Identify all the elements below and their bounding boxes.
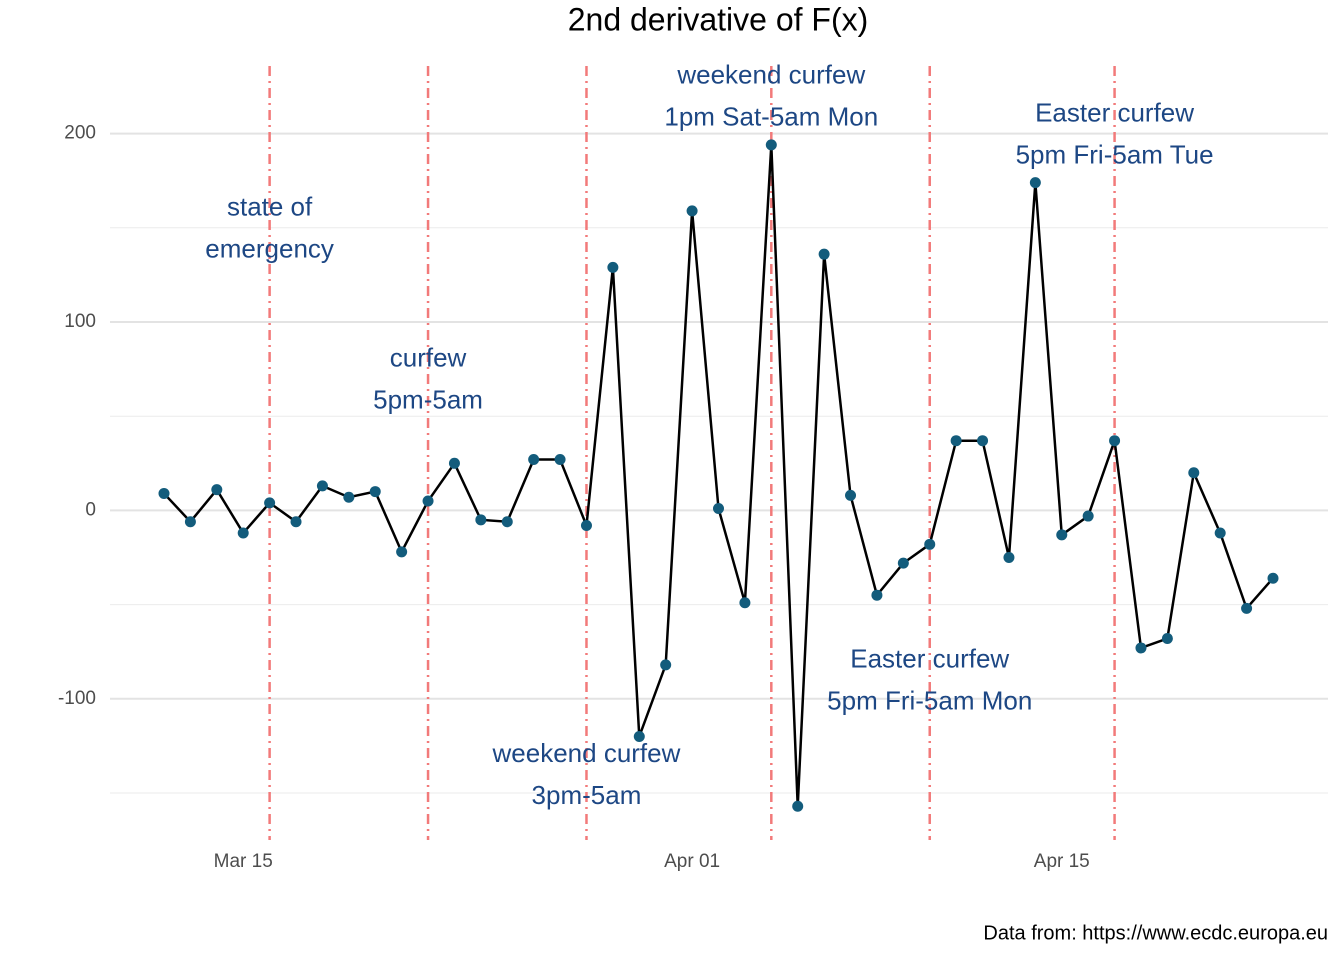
y-tick-label: 200: [64, 123, 96, 144]
data-point: [528, 454, 540, 466]
data-point: [1135, 642, 1147, 654]
y-tick-label: 0: [85, 499, 96, 520]
y-tick-label: 100: [64, 311, 96, 332]
data-point: [448, 457, 460, 469]
data-point: [316, 480, 328, 492]
data-point: [686, 205, 698, 217]
data-point: [633, 730, 645, 742]
data-point: [554, 454, 566, 466]
data-point: [264, 497, 276, 509]
annotation: 5pm-5am: [373, 384, 483, 414]
data-point: [792, 800, 804, 812]
data-point: [1082, 510, 1094, 522]
data-point: [660, 659, 672, 671]
annotation: Easter curfew: [850, 644, 1009, 674]
data-point: [845, 489, 857, 501]
data-point: [924, 538, 936, 550]
data-point: [1109, 435, 1121, 447]
caption: Data from: https://www.ecdc.europa.eu: [983, 922, 1328, 944]
data-point: [1056, 529, 1068, 541]
data-point: [1161, 633, 1173, 645]
data-point: [818, 248, 830, 260]
data-point: [237, 527, 249, 539]
annotation: emergency: [205, 234, 334, 264]
chart-title: 2nd derivative of F(x): [568, 1, 869, 37]
data-point: [1003, 552, 1015, 564]
annotation: weekend curfew: [492, 738, 681, 768]
data-point: [580, 519, 592, 531]
data-point: [1188, 467, 1200, 479]
x-tick-label: Apr 01: [664, 851, 720, 872]
data-point: [977, 435, 989, 447]
data-point: [765, 139, 777, 151]
annotation: 5pm Fri-5am Mon: [827, 686, 1032, 716]
data-point: [1029, 177, 1041, 189]
annotation: curfew: [390, 342, 467, 372]
annotation: 5pm Fri-5am Tue: [1016, 139, 1214, 169]
data-point: [475, 514, 487, 526]
y-tick-label: -100: [58, 688, 96, 709]
annotation: state of: [227, 192, 313, 222]
data-point: [184, 516, 196, 528]
data-point: [739, 597, 751, 609]
annotation: Easter curfew: [1035, 97, 1194, 127]
data-point: [713, 503, 724, 515]
x-tick-label: Apr 15: [1034, 851, 1090, 872]
annotation: weekend curfew: [676, 60, 865, 90]
data-point: [343, 491, 355, 503]
data-point: [396, 546, 408, 558]
data-point: [871, 589, 883, 601]
data-point: [1214, 527, 1226, 539]
data-point: [369, 486, 381, 498]
data-point: [501, 516, 513, 528]
data-point: [211, 484, 223, 496]
data-point: [607, 261, 619, 273]
data-point: [897, 557, 909, 569]
data-point: [290, 516, 302, 528]
x-tick-label: Mar 15: [214, 851, 273, 872]
annotation: 1pm Sat-5am Mon: [664, 102, 878, 132]
data-point: [1241, 602, 1253, 614]
data-point: [1267, 572, 1279, 584]
annotation: 3pm-5am: [532, 780, 642, 810]
data-point: [950, 435, 962, 447]
data-point: [422, 495, 434, 507]
data-point: [158, 487, 170, 499]
